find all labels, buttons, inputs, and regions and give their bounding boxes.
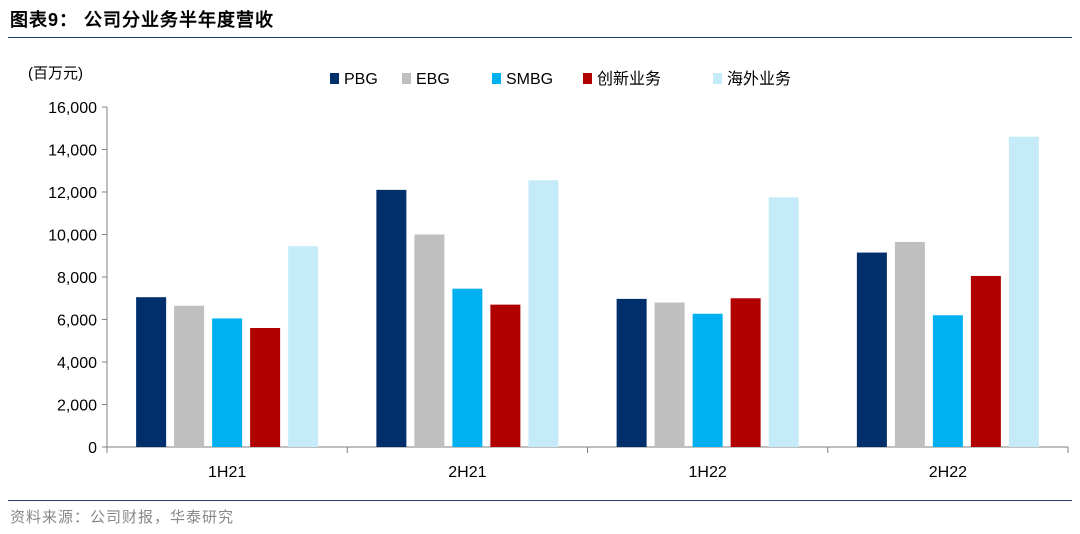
bar-PBG-2H22 — [856, 252, 887, 447]
bar-SMBG-2H22 — [932, 315, 963, 447]
bar-创新业务-2H21 — [490, 304, 521, 447]
bar-海外业务-2H21 — [528, 180, 559, 447]
bar-EBG-2H21 — [414, 234, 445, 447]
legend-swatch — [330, 73, 339, 84]
y-tick-label: 0 — [88, 440, 97, 457]
legend-label: 海外业务 — [727, 70, 791, 88]
y-tick-label: 12,000 — [48, 185, 97, 202]
legend-swatch — [583, 73, 592, 84]
bar-PBG-2H21 — [376, 189, 407, 447]
legend-label: PBG — [344, 71, 378, 88]
bar-EBG-1H22 — [654, 302, 685, 447]
y-tick-label: 14,000 — [48, 143, 97, 160]
bar-海外业务-1H22 — [768, 197, 799, 447]
y-tick-label: 8,000 — [57, 270, 97, 287]
y-tick-label: 10,000 — [48, 228, 97, 245]
bar-chart: (百万元) 0 2,000 4,000 6,000 8,000 10,000 12,000 14… — [28, 65, 1069, 481]
legend-swatch — [713, 73, 722, 84]
footer-rule — [8, 500, 1072, 501]
bar-EBG-2H22 — [894, 241, 925, 447]
bar-SMBG-1H21 — [212, 318, 243, 447]
bar-创新业务-2H22 — [970, 275, 1001, 447]
legend-swatch — [492, 73, 501, 84]
bar-海外业务-2H22 — [1008, 136, 1039, 447]
x-tick-label: 2H21 — [448, 464, 486, 481]
x-tick-label: 2H22 — [929, 464, 967, 481]
legend-label: SMBG — [506, 71, 553, 88]
title-rule — [8, 37, 1072, 38]
y-unit-label: (百万元) — [28, 65, 83, 82]
bar-创新业务-1H21 — [250, 328, 281, 447]
y-tick-label: 2,000 — [57, 398, 97, 415]
y-tick-label: 4,000 — [57, 355, 97, 372]
bar-海外业务-1H21 — [288, 246, 319, 447]
bar-PBG-1H21 — [136, 297, 167, 447]
x-tick-label: 1H22 — [689, 464, 727, 481]
bar-创新业务-1H22 — [730, 298, 761, 447]
legend-label: EBG — [416, 71, 450, 88]
bar-SMBG-1H22 — [692, 313, 723, 447]
legend-label: 创新业务 — [597, 70, 661, 88]
source-note: 资料来源：公司财报，华泰研究 — [10, 508, 235, 526]
y-tick-label: 16,000 — [48, 100, 97, 117]
bar-EBG-1H21 — [174, 305, 205, 447]
bar-PBG-1H22 — [616, 298, 647, 447]
legend-swatch — [402, 73, 411, 84]
y-tick-label: 6,000 — [57, 313, 97, 330]
figure-title: 图表9： 公司分业务半年度营收 — [10, 10, 275, 30]
x-tick-label: 1H21 — [208, 464, 246, 481]
bar-SMBG-2H21 — [452, 288, 483, 447]
